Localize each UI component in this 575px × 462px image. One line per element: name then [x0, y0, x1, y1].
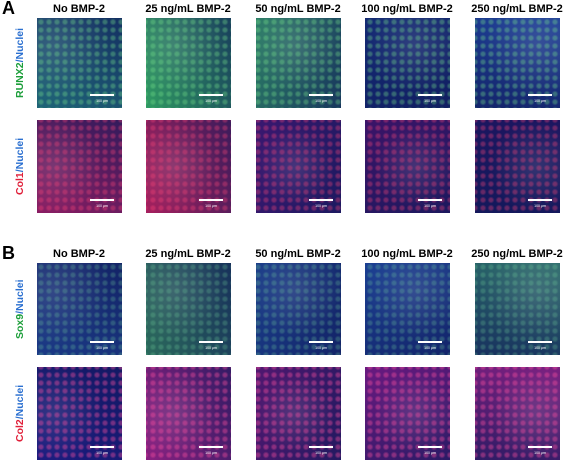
micrograph: 100 μm	[365, 120, 450, 213]
scale-bar-label: 100 μm	[96, 204, 108, 208]
micrograph: 100 μm	[475, 367, 560, 460]
scale-bar-label: 100 μm	[534, 99, 546, 103]
scale-bar	[309, 94, 333, 96]
scale-bar	[418, 94, 442, 96]
scale-bar	[309, 199, 333, 201]
micrograph: 100 μm	[146, 120, 231, 213]
column-header: 250 ng/mL BMP-2	[471, 3, 563, 15]
micrograph: 100 μm	[37, 18, 122, 108]
column-header: 25 ng/mL BMP-2	[145, 248, 231, 260]
column-header: 50 ng/mL BMP-2	[255, 248, 341, 260]
micrograph: 100 μm	[475, 263, 560, 355]
scale-bar-label: 100 μm	[96, 451, 108, 455]
micrograph: 100 μm	[37, 120, 122, 213]
scale-bar-label: 100 μm	[534, 204, 546, 208]
micrograph: 100 μm	[146, 263, 231, 355]
scale-bar	[199, 94, 223, 96]
row-label-part: Sox9	[14, 313, 26, 339]
micrograph: 100 μm	[37, 263, 122, 355]
scale-bar	[528, 341, 552, 343]
scale-bar-label: 100 μm	[315, 99, 327, 103]
scale-bar	[528, 94, 552, 96]
micrograph: 100 μm	[146, 18, 231, 108]
scale-bar	[90, 199, 114, 201]
row-label: Sox9/Nuclei	[14, 263, 30, 355]
scale-bar	[199, 446, 223, 448]
scale-bar	[528, 199, 552, 201]
micrograph: 100 μm	[256, 18, 341, 108]
micrograph: 100 μm	[37, 367, 122, 460]
scale-bar	[90, 94, 114, 96]
micrograph: 100 μm	[365, 263, 450, 355]
row-label: Col2/Nuclei	[14, 367, 30, 460]
scale-bar	[418, 446, 442, 448]
micrograph: 100 μm	[475, 120, 560, 213]
column-header: 25 ng/mL BMP-2	[145, 3, 231, 15]
column-header: No BMP-2	[53, 248, 105, 260]
row-label: Col1/Nuclei	[14, 120, 30, 213]
scale-bar-label: 100 μm	[205, 451, 217, 455]
scale-bar	[528, 446, 552, 448]
row-label-part: /Nuclei	[14, 137, 26, 173]
scale-bar	[418, 341, 442, 343]
scale-bar	[90, 446, 114, 448]
scale-bar	[199, 341, 223, 343]
scale-bar-label: 100 μm	[315, 451, 327, 455]
scale-bar-label: 100 μm	[534, 451, 546, 455]
scale-bar	[418, 199, 442, 201]
row-label-part: RUNX2	[14, 62, 26, 99]
scale-bar-label: 100 μm	[424, 346, 436, 350]
micrograph: 100 μm	[365, 18, 450, 108]
row-label-part: /Nuclei	[14, 384, 26, 420]
row-label-part: /Nuclei	[14, 27, 26, 63]
row-label-part: Col1	[14, 172, 26, 196]
micrograph: 100 μm	[365, 367, 450, 460]
scale-bar-label: 100 μm	[315, 346, 327, 350]
micrograph: 100 μm	[256, 367, 341, 460]
column-header: No BMP-2	[53, 3, 105, 15]
scale-bar-label: 100 μm	[424, 99, 436, 103]
column-header: 100 ng/mL BMP-2	[361, 3, 453, 15]
micrograph: 100 μm	[146, 367, 231, 460]
scale-bar-label: 100 μm	[424, 451, 436, 455]
scale-bar-label: 100 μm	[534, 346, 546, 350]
scale-bar-label: 100 μm	[315, 204, 327, 208]
column-header: 250 ng/mL BMP-2	[471, 248, 563, 260]
row-label: RUNX2/Nuclei	[14, 18, 30, 108]
micrograph: 100 μm	[475, 18, 560, 108]
scale-bar	[90, 341, 114, 343]
scale-bar-label: 100 μm	[205, 99, 217, 103]
micrograph: 100 μm	[256, 120, 341, 213]
column-header: 50 ng/mL BMP-2	[255, 3, 341, 15]
row-label-part: /Nuclei	[14, 279, 26, 314]
scale-bar	[309, 341, 333, 343]
column-header: 100 ng/mL BMP-2	[361, 248, 453, 260]
scale-bar	[309, 446, 333, 448]
scale-bar-label: 100 μm	[96, 99, 108, 103]
row-label-part: Col2	[14, 419, 26, 443]
scale-bar	[199, 199, 223, 201]
panel-label: A	[2, 0, 15, 18]
scale-bar-label: 100 μm	[205, 204, 217, 208]
panel-label: B	[2, 243, 15, 263]
micrograph: 100 μm	[256, 263, 341, 355]
scale-bar-label: 100 μm	[96, 346, 108, 350]
scale-bar-label: 100 μm	[424, 204, 436, 208]
scale-bar-label: 100 μm	[205, 346, 217, 350]
